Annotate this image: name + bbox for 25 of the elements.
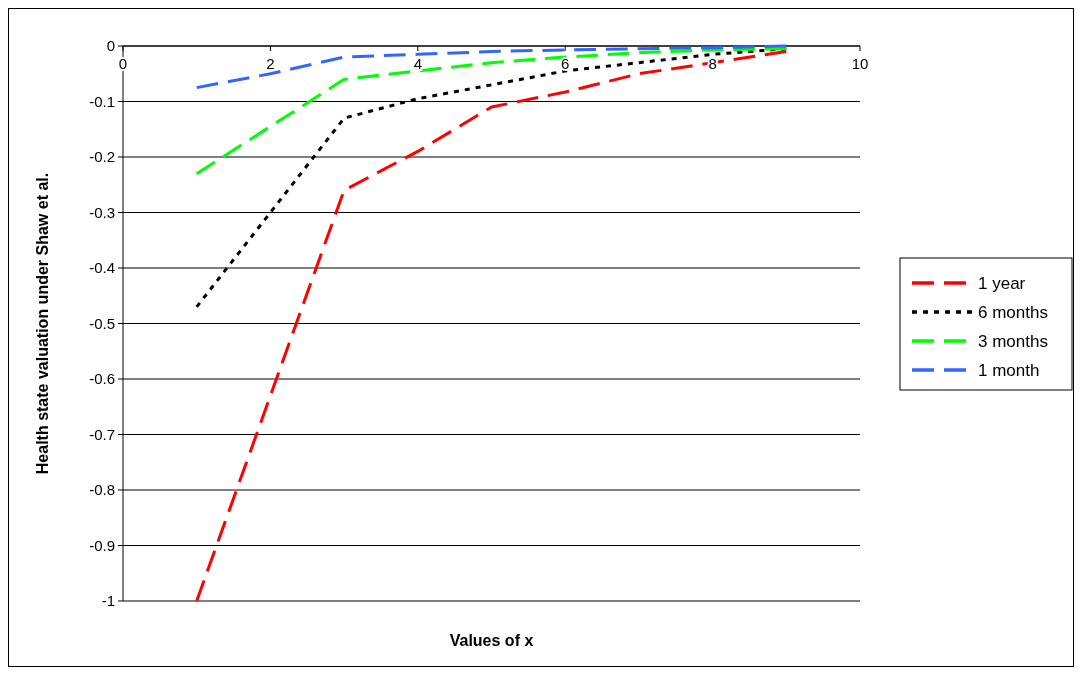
x-tick-label: 10 <box>851 55 869 72</box>
y-tick-label: -0.9 <box>89 536 115 554</box>
x-tick-label: 4 <box>413 55 422 72</box>
x-axis-title: Values of x <box>449 632 534 649</box>
y-tick-label: -0.8 <box>89 481 115 498</box>
y-tick-label: -0.3 <box>89 203 115 221</box>
x-tick-label: 0 <box>118 55 128 72</box>
line-series <box>195 47 788 176</box>
y-tick-label: -0.7 <box>89 425 115 443</box>
y-tick-label: -0.1 <box>89 92 115 110</box>
x-tick-label: 6 <box>561 55 570 72</box>
line-series <box>195 50 788 603</box>
legend-label: 1 year <box>978 274 1026 293</box>
y-tick-label: 0 <box>106 37 115 54</box>
y-tick-label: -1 <box>101 592 115 609</box>
y-tick-label: -0.2 <box>89 148 115 165</box>
line-series <box>195 44 788 90</box>
legend-label: 1 month <box>978 361 1040 380</box>
y-tick-label: -0.5 <box>89 314 115 332</box>
legend-label: 3 months <box>978 332 1048 351</box>
x-tick-label: 2 <box>266 55 275 72</box>
y-axis-title: Health state valuation under Shaw et al. <box>34 172 51 475</box>
y-tick-label: -0.4 <box>89 259 115 276</box>
y-tick-label: -0.6 <box>89 370 115 387</box>
legend-label: 6 months <box>978 303 1048 322</box>
